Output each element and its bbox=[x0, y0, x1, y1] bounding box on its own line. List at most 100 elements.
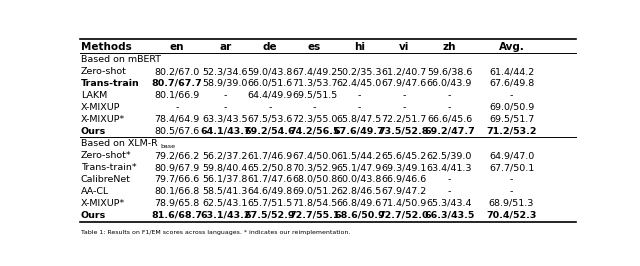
Text: 80.2/67.0: 80.2/67.0 bbox=[154, 67, 199, 76]
Text: 79.2/66.2: 79.2/66.2 bbox=[154, 151, 199, 160]
Text: -: - bbox=[223, 103, 227, 112]
Text: -: - bbox=[510, 91, 513, 100]
Text: 80.1/66.9: 80.1/66.9 bbox=[154, 91, 199, 100]
Text: -: - bbox=[313, 103, 316, 112]
Text: 79.7/66.6: 79.7/66.6 bbox=[154, 175, 199, 184]
Text: Ours: Ours bbox=[81, 211, 106, 220]
Text: -: - bbox=[402, 91, 406, 100]
Text: base: base bbox=[161, 144, 176, 149]
Text: 59.0/43.8: 59.0/43.8 bbox=[247, 67, 292, 76]
Text: 66.0/43.9: 66.0/43.9 bbox=[427, 79, 472, 88]
Text: 66.0/51.6: 66.0/51.6 bbox=[247, 79, 292, 88]
Text: -: - bbox=[223, 91, 227, 100]
Text: 80.5/67.6: 80.5/67.6 bbox=[154, 127, 199, 136]
Text: -: - bbox=[175, 103, 179, 112]
Text: 67.4/50.0: 67.4/50.0 bbox=[292, 151, 337, 160]
Text: 74.2/56.5: 74.2/56.5 bbox=[289, 127, 340, 136]
Text: vi: vi bbox=[399, 42, 409, 52]
Text: 71.8/54.5: 71.8/54.5 bbox=[292, 199, 337, 208]
Text: 61.2/40.7: 61.2/40.7 bbox=[381, 67, 426, 76]
Text: 80.1/66.8: 80.1/66.8 bbox=[154, 187, 199, 196]
Text: 67.6/49.8: 67.6/49.8 bbox=[489, 79, 534, 88]
Text: 56.1/37.8: 56.1/37.8 bbox=[203, 175, 248, 184]
Text: -: - bbox=[448, 103, 451, 112]
Text: -: - bbox=[448, 91, 451, 100]
Text: Zero-shot*: Zero-shot* bbox=[81, 151, 132, 160]
Text: hi: hi bbox=[354, 42, 365, 52]
Text: es: es bbox=[308, 42, 321, 52]
Text: 52.3/34.6: 52.3/34.6 bbox=[203, 67, 248, 76]
Text: 69.2/47.7: 69.2/47.7 bbox=[424, 127, 475, 136]
Text: 56.2/37.2: 56.2/37.2 bbox=[203, 151, 248, 160]
Text: 67.7/50.1: 67.7/50.1 bbox=[489, 163, 534, 172]
Text: 80.7/67.7: 80.7/67.7 bbox=[151, 79, 202, 88]
Text: Based on mBERT: Based on mBERT bbox=[81, 55, 161, 64]
Text: 65.1/47.9: 65.1/47.9 bbox=[337, 163, 382, 172]
Text: 58.9/39.0: 58.9/39.0 bbox=[203, 79, 248, 88]
Text: Avg.: Avg. bbox=[499, 42, 524, 52]
Text: 73.5/52.8: 73.5/52.8 bbox=[379, 127, 429, 136]
Text: 65.6/45.2: 65.6/45.2 bbox=[381, 151, 426, 160]
Text: 81.6/68.7: 81.6/68.7 bbox=[151, 211, 202, 220]
Text: 64.6/49.8: 64.6/49.8 bbox=[247, 187, 292, 196]
Text: 64.9/47.0: 64.9/47.0 bbox=[489, 151, 534, 160]
Text: 78.4/64.9: 78.4/64.9 bbox=[154, 115, 199, 124]
Text: 72.7/55.1: 72.7/55.1 bbox=[289, 211, 340, 220]
Text: 66.3/43.5: 66.3/43.5 bbox=[424, 211, 475, 220]
Text: de: de bbox=[262, 42, 277, 52]
Text: 69.3/49.1: 69.3/49.1 bbox=[381, 163, 427, 172]
Text: 67.6/49.7: 67.6/49.7 bbox=[334, 127, 385, 136]
Text: 69.0/51.2: 69.0/51.2 bbox=[292, 187, 337, 196]
Text: LAKM: LAKM bbox=[81, 91, 108, 100]
Text: 65.7/51.5: 65.7/51.5 bbox=[247, 199, 292, 208]
Text: 70.3/52.9: 70.3/52.9 bbox=[292, 163, 337, 172]
Text: 64.1/43.7: 64.1/43.7 bbox=[200, 127, 251, 136]
Text: 66.6/45.6: 66.6/45.6 bbox=[427, 115, 472, 124]
Text: 61.7/46.9: 61.7/46.9 bbox=[247, 151, 292, 160]
Text: 78.9/65.8: 78.9/65.8 bbox=[154, 199, 199, 208]
Text: 72.2/51.7: 72.2/51.7 bbox=[381, 115, 426, 124]
Text: 70.4/52.3: 70.4/52.3 bbox=[486, 211, 537, 220]
Text: X-MIXUP*: X-MIXUP* bbox=[81, 199, 125, 208]
Text: 66.8/49.6: 66.8/49.6 bbox=[337, 199, 382, 208]
Text: Trans-train*: Trans-train* bbox=[81, 163, 136, 172]
Text: 62.4/45.0: 62.4/45.0 bbox=[337, 79, 382, 88]
Text: 62.5/43.1: 62.5/43.1 bbox=[203, 199, 248, 208]
Text: 63.3/43.5: 63.3/43.5 bbox=[202, 115, 248, 124]
Text: 67.9/47.2: 67.9/47.2 bbox=[381, 187, 426, 196]
Text: 71.4/50.9: 71.4/50.9 bbox=[381, 199, 426, 208]
Text: 63.4/41.3: 63.4/41.3 bbox=[427, 163, 472, 172]
Text: 66.9/46.6: 66.9/46.6 bbox=[381, 175, 426, 184]
Text: 72.3/55.0: 72.3/55.0 bbox=[292, 115, 337, 124]
Text: -: - bbox=[510, 175, 513, 184]
Text: 58.5/41.3: 58.5/41.3 bbox=[203, 187, 248, 196]
Text: 61.5/44.2: 61.5/44.2 bbox=[337, 151, 382, 160]
Text: 69.0/50.9: 69.0/50.9 bbox=[489, 103, 534, 112]
Text: 50.2/35.3: 50.2/35.3 bbox=[337, 67, 382, 76]
Text: X-MIXUP*: X-MIXUP* bbox=[81, 115, 125, 124]
Text: 64.4/49.9: 64.4/49.9 bbox=[247, 91, 292, 100]
Text: 62.5/39.0: 62.5/39.0 bbox=[427, 151, 472, 160]
Text: Trans-train: Trans-train bbox=[81, 79, 140, 88]
Text: Zero-shot: Zero-shot bbox=[81, 67, 127, 76]
Text: X-MIXUP: X-MIXUP bbox=[81, 103, 120, 112]
Text: Based on XLM-R: Based on XLM-R bbox=[81, 139, 157, 148]
Text: 65.8/47.5: 65.8/47.5 bbox=[337, 115, 382, 124]
Text: 67.5/52.9: 67.5/52.9 bbox=[244, 211, 295, 220]
Text: 67.5/53.6: 67.5/53.6 bbox=[247, 115, 292, 124]
Text: 69.2/54.6: 69.2/54.6 bbox=[244, 127, 295, 136]
Text: 69.5/51.7: 69.5/51.7 bbox=[489, 115, 534, 124]
Text: -: - bbox=[448, 187, 451, 196]
Text: AA-CL: AA-CL bbox=[81, 187, 109, 196]
Text: 69.5/51.5: 69.5/51.5 bbox=[292, 91, 337, 100]
Text: 71.2/53.2: 71.2/53.2 bbox=[486, 127, 537, 136]
Text: -: - bbox=[358, 91, 361, 100]
Text: -: - bbox=[402, 103, 406, 112]
Text: -: - bbox=[268, 103, 271, 112]
Text: 60.0/43.8: 60.0/43.8 bbox=[337, 175, 382, 184]
Text: -: - bbox=[510, 187, 513, 196]
Text: -: - bbox=[448, 175, 451, 184]
Text: 59.6/38.6: 59.6/38.6 bbox=[427, 67, 472, 76]
Text: Ours: Ours bbox=[81, 127, 106, 136]
Text: 59.8/40.4: 59.8/40.4 bbox=[203, 163, 248, 172]
